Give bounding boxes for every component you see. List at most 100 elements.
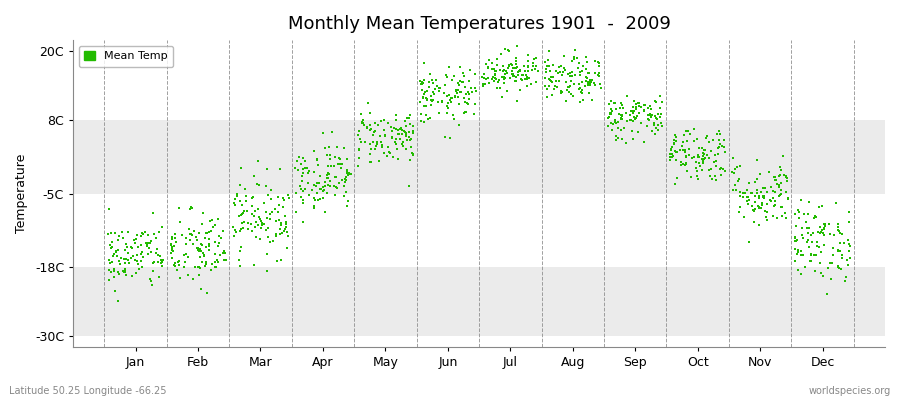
Point	[329, 174, 344, 181]
Point	[390, 116, 404, 123]
Point	[274, 257, 288, 263]
Point	[629, 101, 643, 108]
Point	[645, 128, 660, 134]
Point	[489, 76, 503, 82]
Point	[488, 74, 502, 81]
Point	[112, 268, 126, 275]
Point	[153, 253, 167, 259]
Point	[788, 246, 803, 252]
Point	[791, 215, 806, 221]
Point	[205, 217, 220, 223]
Point	[735, 194, 750, 200]
Point	[732, 176, 746, 182]
Point	[271, 194, 285, 200]
Point	[669, 157, 683, 163]
Point	[234, 165, 248, 171]
Point	[653, 120, 668, 126]
Point	[651, 127, 665, 134]
Point	[841, 256, 855, 263]
Point	[581, 70, 596, 76]
Point	[441, 100, 455, 106]
Point	[405, 150, 419, 156]
Point	[802, 244, 816, 250]
Point	[119, 256, 133, 262]
Point	[643, 112, 657, 118]
Point	[607, 121, 621, 128]
Point	[647, 120, 662, 126]
Point	[327, 182, 341, 189]
Point	[753, 205, 768, 211]
Point	[741, 186, 755, 193]
Point	[197, 251, 211, 258]
Point	[333, 156, 347, 162]
Point	[498, 71, 512, 78]
Point	[145, 210, 159, 216]
Point	[677, 132, 691, 138]
Point	[801, 236, 815, 243]
Point	[365, 139, 380, 145]
Point	[835, 230, 850, 237]
Point	[796, 232, 810, 238]
Point	[318, 178, 332, 185]
Point	[711, 128, 725, 134]
Point	[424, 97, 438, 104]
Point	[563, 78, 578, 84]
Point	[436, 90, 451, 96]
Point	[756, 193, 770, 200]
Point	[104, 258, 119, 265]
Point	[521, 68, 535, 74]
Point	[295, 177, 310, 184]
Point	[245, 202, 259, 209]
Point	[176, 264, 191, 270]
Point	[604, 111, 618, 117]
Point	[520, 73, 535, 80]
Point	[714, 165, 728, 172]
Point	[746, 206, 760, 213]
Point	[301, 164, 315, 171]
Point	[271, 209, 285, 215]
Point	[736, 194, 751, 200]
Point	[752, 203, 767, 210]
Point	[268, 230, 283, 237]
Point	[320, 152, 334, 158]
Point	[563, 70, 578, 77]
Point	[744, 190, 759, 197]
Point	[554, 88, 569, 95]
Point	[417, 60, 431, 66]
Point	[794, 270, 808, 277]
Point	[508, 65, 522, 72]
Point	[564, 68, 579, 75]
Point	[741, 201, 755, 208]
Point	[451, 80, 465, 86]
Point	[310, 161, 325, 168]
Point	[339, 189, 354, 196]
Point	[525, 66, 539, 73]
Point	[777, 172, 791, 179]
Point	[582, 76, 597, 83]
Point	[573, 68, 588, 75]
Point	[207, 251, 221, 258]
Point	[263, 216, 277, 222]
Point	[481, 75, 495, 81]
Point	[194, 253, 208, 260]
Point	[715, 142, 729, 149]
Point	[134, 258, 148, 264]
Point	[543, 68, 557, 74]
Point	[668, 148, 682, 155]
Point	[528, 55, 543, 61]
Point	[481, 64, 495, 71]
Point	[112, 258, 127, 264]
Point	[568, 72, 582, 78]
Point	[804, 252, 818, 258]
Point	[553, 69, 567, 75]
Point	[144, 281, 158, 288]
Point	[485, 60, 500, 66]
Point	[414, 81, 428, 87]
Point	[448, 93, 463, 99]
Point	[452, 82, 466, 88]
Point	[252, 182, 266, 188]
Point	[178, 250, 193, 257]
Point	[776, 153, 790, 160]
Point	[443, 135, 457, 141]
Point	[482, 57, 496, 63]
